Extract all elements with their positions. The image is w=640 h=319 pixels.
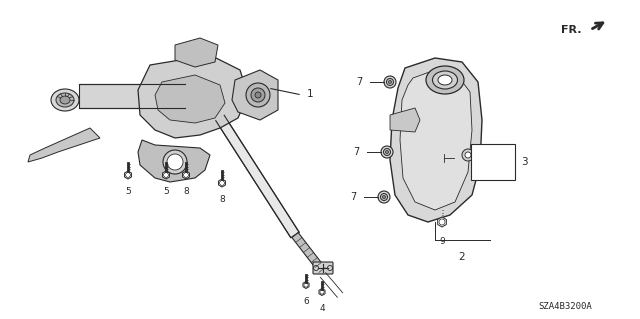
Polygon shape	[138, 55, 248, 138]
Text: SZA4B3200A: SZA4B3200A	[538, 302, 592, 311]
Polygon shape	[400, 70, 472, 210]
Text: 9: 9	[439, 237, 445, 246]
Polygon shape	[163, 171, 170, 179]
Text: 7: 7	[356, 77, 362, 87]
Bar	[471, 144, 515, 180]
Ellipse shape	[426, 66, 464, 94]
Circle shape	[465, 152, 471, 158]
Circle shape	[251, 88, 265, 102]
Text: 8: 8	[219, 195, 225, 204]
Circle shape	[385, 151, 388, 153]
Text: FR.: FR.	[561, 25, 582, 35]
Text: 2: 2	[459, 252, 465, 262]
Circle shape	[388, 80, 392, 84]
Ellipse shape	[60, 96, 70, 104]
Polygon shape	[28, 128, 100, 162]
Circle shape	[167, 154, 183, 170]
FancyBboxPatch shape	[313, 262, 333, 274]
Text: 7: 7	[349, 192, 356, 202]
Circle shape	[383, 196, 385, 198]
Circle shape	[381, 194, 387, 201]
Polygon shape	[79, 84, 185, 108]
Polygon shape	[138, 140, 210, 182]
Polygon shape	[390, 58, 482, 222]
Circle shape	[384, 76, 396, 88]
Polygon shape	[125, 171, 131, 179]
Text: 5: 5	[163, 187, 169, 196]
Text: 1: 1	[307, 89, 314, 99]
Circle shape	[255, 92, 261, 98]
Ellipse shape	[56, 93, 74, 107]
Text: 5: 5	[125, 187, 131, 196]
Ellipse shape	[51, 89, 79, 111]
Circle shape	[387, 78, 394, 85]
Polygon shape	[216, 115, 300, 238]
Polygon shape	[155, 75, 225, 123]
Circle shape	[246, 83, 270, 107]
Polygon shape	[303, 281, 309, 288]
Polygon shape	[438, 217, 446, 227]
Ellipse shape	[438, 75, 452, 85]
Text: 7: 7	[353, 147, 359, 157]
Polygon shape	[175, 38, 218, 67]
Ellipse shape	[433, 71, 458, 89]
Text: 4: 4	[319, 304, 325, 313]
Polygon shape	[390, 108, 420, 132]
Text: 6: 6	[303, 297, 309, 306]
Polygon shape	[232, 70, 278, 120]
Circle shape	[163, 150, 187, 174]
Polygon shape	[292, 233, 325, 272]
Circle shape	[381, 146, 393, 158]
Circle shape	[383, 149, 390, 155]
Circle shape	[462, 149, 474, 161]
Circle shape	[378, 191, 390, 203]
Polygon shape	[182, 171, 189, 179]
Polygon shape	[218, 179, 225, 187]
Text: 8: 8	[183, 187, 189, 196]
Text: 3: 3	[521, 157, 527, 167]
Polygon shape	[319, 288, 325, 295]
